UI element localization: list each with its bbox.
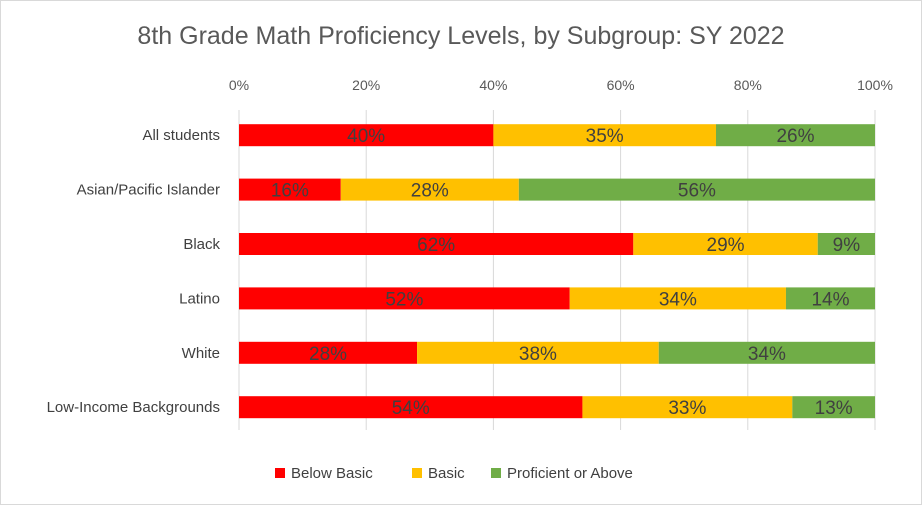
bar-segment: [239, 287, 570, 310]
category-label: All students: [142, 127, 220, 144]
data-label: 54%: [392, 398, 430, 419]
category-label: Low-Income Backgrounds: [47, 399, 220, 416]
bar-segment: [239, 178, 341, 201]
data-label: 28%: [309, 344, 347, 365]
x-tick-label: 100%: [857, 77, 893, 93]
data-label: 56%: [678, 181, 716, 202]
bar-segment: [582, 396, 793, 419]
bar-segment: [340, 178, 519, 201]
bar-segment: [817, 233, 875, 255]
x-tick-label: 0%: [229, 77, 249, 93]
bar-segment: [792, 396, 875, 419]
bar-segment: [658, 341, 875, 364]
x-tick-label: 40%: [479, 77, 507, 93]
data-label: 38%: [519, 344, 557, 365]
data-label: 29%: [707, 235, 745, 256]
data-label: 40%: [347, 126, 385, 147]
bar-segment: [493, 124, 716, 147]
data-label: 13%: [815, 398, 853, 419]
data-label: 33%: [668, 398, 706, 419]
data-label: 28%: [411, 181, 449, 202]
bar-segment: [633, 233, 818, 255]
legend-label: Basic: [428, 465, 465, 482]
bar-segment: [716, 124, 875, 147]
bar-segment: [239, 341, 418, 364]
data-label: 9%: [833, 235, 861, 256]
category-label: Latino: [179, 290, 220, 307]
x-tick-label: 60%: [607, 77, 635, 93]
legend-swatch: [491, 468, 501, 478]
x-tick-label: 20%: [352, 77, 380, 93]
category-label: Black: [183, 236, 220, 253]
legend-label: Below Basic: [291, 465, 373, 482]
category-label: Asian/Pacific Islander: [77, 182, 220, 199]
bar-segment: [518, 178, 875, 201]
bar-segment: [569, 287, 786, 310]
category-label: White: [182, 345, 220, 362]
data-label: 52%: [385, 289, 423, 310]
bar-segment: [417, 341, 659, 364]
bar-segment: [239, 124, 494, 147]
bar-segment: [785, 287, 875, 310]
legend-label: Proficient or Above: [507, 465, 633, 482]
data-label: 26%: [776, 126, 814, 147]
data-label: 62%: [417, 235, 455, 256]
legend-swatch: [275, 468, 285, 478]
data-label: 16%: [271, 181, 309, 202]
bar-segment: [239, 233, 634, 255]
bar-segment: [239, 396, 583, 419]
data-label: 14%: [811, 289, 849, 310]
data-label: 34%: [659, 289, 697, 310]
data-label: 34%: [748, 344, 786, 365]
x-tick-label: 80%: [734, 77, 762, 93]
data-label: 35%: [586, 126, 624, 147]
chart-title: 8th Grade Math Proficiency Levels, by Su…: [137, 22, 785, 50]
legend-swatch: [412, 468, 422, 478]
